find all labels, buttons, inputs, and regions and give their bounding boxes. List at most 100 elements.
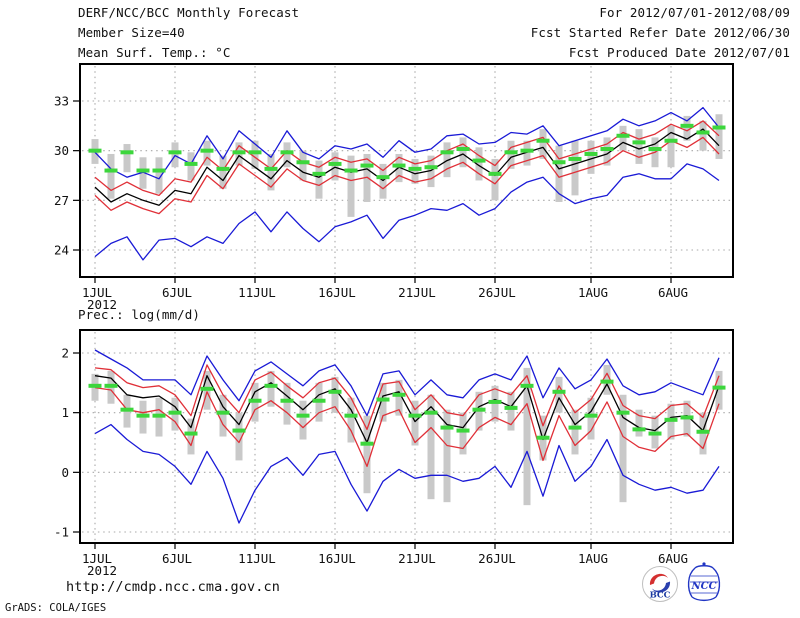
temp-chart-spread-bar	[539, 129, 547, 159]
prec-axis-title: Prec.: log(mm/d)	[78, 307, 201, 322]
temp-chart-spread-bar	[283, 142, 291, 168]
prec-chart-year-label: 2012	[87, 563, 117, 578]
temp-chart-spread-bar	[219, 155, 227, 189]
prec-chart-ytick-label: 0	[61, 465, 69, 480]
ncc-logo-top-arc	[694, 565, 714, 569]
temp-chart-spread-bar	[395, 153, 403, 183]
ncc-logo-globe-lines	[690, 575, 718, 594]
temp-chart-xtick-label: 16JUL	[318, 285, 356, 300]
prec-chart-xtick-label: 26JUL	[478, 551, 516, 566]
temp-chart-year-label: 2012	[87, 297, 117, 312]
ncc-logo-star	[702, 562, 706, 566]
temp-chart-spread-bar	[107, 153, 115, 199]
prec-chart-series-upper-spread-red	[94, 364, 720, 431]
temp-chart-xtick-label: 26JUL	[478, 285, 516, 300]
source-url-text: http://cmdp.ncc.cma.gov.cn	[66, 579, 280, 595]
temp-chart-spread-bar	[155, 157, 163, 194]
temp-axis-title: Mean Surf. Temp.: °C	[78, 45, 231, 60]
bcc-logo-blue-swirl	[652, 581, 671, 593]
prec-chart-spread-bar	[187, 418, 195, 455]
temp-chart-ytick-label: 30	[54, 143, 69, 158]
prec-chart-spread-bar	[619, 394, 627, 503]
temp-chart-spread-bar	[555, 145, 563, 202]
prec-chart-spread-bar	[219, 394, 227, 437]
ncc-logo-wreath-bottom	[691, 596, 717, 602]
temp-chart-xtick-label: 6AUG	[658, 285, 688, 300]
ncc-logo-wreath-right	[712, 567, 721, 598]
bcc-logo-red-swirl	[649, 573, 668, 585]
temp-chart-spread-bar	[187, 152, 195, 181]
temp-chart-spread-bar	[619, 125, 627, 151]
temp-chart-xtick-label: 1JUL	[82, 285, 112, 300]
temp-chart-spread-bar	[203, 140, 211, 166]
bcc-logo-ring	[642, 566, 678, 602]
temp-chart-xtick-label: 6JUL	[162, 285, 192, 300]
temp-chart-xtick-label: 1AUG	[578, 285, 608, 300]
temp-chart-spread-bar	[715, 114, 723, 159]
prec-chart-xtick-label: 6AUG	[658, 551, 688, 566]
temp-chart-series-upper-spread-red	[94, 120, 720, 197]
page-title: DERF/NCC/BCC Monthly Forecast	[78, 5, 300, 20]
temp-chart-spread-bar	[139, 157, 147, 189]
temp-chart-spread-bar	[379, 163, 387, 199]
temp-chart-spread-bar	[267, 153, 275, 191]
temp-chart-spread-bar	[603, 137, 611, 166]
prec-chart-series-lower-spread-red	[94, 386, 720, 468]
prec-chart-xtick-label: 16JUL	[318, 551, 356, 566]
bcc-logo-text: BCC	[650, 591, 671, 601]
ncc-logo: NCC	[687, 562, 721, 602]
grads-credit: GrADS: COLA/IGES	[5, 602, 107, 614]
prec-chart-spread-bar	[347, 397, 355, 443]
bcc-logo: BCC	[642, 566, 678, 602]
prec-chart-spread-bar	[507, 391, 515, 431]
temp-chart-spread-bar	[171, 142, 179, 168]
prec-chart-frame	[79, 329, 734, 544]
prec-chart-xtick-label: 1JUL	[82, 551, 112, 566]
prec-chart-ytick-label: -1	[54, 525, 69, 540]
temp-chart-spread-bar	[411, 158, 419, 184]
prec-chart-spread-bar	[267, 370, 275, 407]
prec-chart-spread-bar	[331, 376, 339, 413]
forecast-range-label: For 2012/07/01-2012/08/09	[599, 5, 790, 20]
temp-chart-spread-bar	[683, 115, 691, 141]
prec-chart-spread-bar	[443, 409, 451, 503]
temp-chart-spread-bar	[635, 129, 643, 164]
prec-chart-spread-bar	[411, 400, 419, 446]
temp-chart-spread-bar	[491, 158, 499, 201]
prec-chart-series-ensemble-mean-black	[94, 375, 720, 444]
prec-chart-xtick-label: 11JUL	[238, 551, 276, 566]
temp-chart-spread-bar	[507, 140, 515, 169]
fcst-produced-label: Fcst Produced Date 2012/07/01	[568, 45, 790, 60]
temp-chart-spread-bar	[475, 147, 483, 181]
temp-chart-frame	[79, 63, 734, 278]
temp-chart-spread-bar	[459, 137, 467, 168]
prec-chart-spread-bar	[363, 415, 371, 494]
prec-chart-spread-bar	[235, 412, 243, 461]
temp-chart-spread-bar	[315, 160, 323, 199]
temp-chart-spread-bar	[587, 140, 595, 174]
temp-chart-ytick-label: 24	[54, 243, 69, 258]
temp-chart-spread-bar	[251, 140, 259, 169]
temp-chart-spread-bar	[347, 155, 355, 217]
temp-chart-ytick-label: 27	[54, 193, 69, 208]
prec-chart-spread-bar	[299, 400, 307, 440]
footer-logos: BCC NCC	[642, 562, 721, 602]
ncc-logo-wreath-left	[687, 567, 696, 598]
prec-chart-spread-bar	[523, 367, 531, 506]
prec-chart-xtick-label: 21JUL	[398, 551, 436, 566]
prec-chart-ytick-label: 1	[61, 405, 69, 420]
temp-chart-series-lower-spread-red	[94, 136, 720, 215]
temp-chart-spread-bar	[299, 150, 307, 181]
prec-chart-spread-bar	[459, 412, 467, 455]
fcst-started-label: Fcst Started Refer Date 2012/06/30	[530, 25, 790, 40]
prec-chart-spread-bar	[587, 397, 595, 440]
temp-chart-series-ensemble-mean-black	[94, 128, 720, 206]
prec-chart-spread-bar	[379, 382, 387, 422]
temp-chart-series-ensemble-min-blue	[94, 163, 720, 261]
member-size-label: Member Size=40	[78, 25, 185, 40]
prec-chart-spread-bar	[555, 376, 563, 413]
temp-chart-spread-bar	[123, 144, 131, 173]
